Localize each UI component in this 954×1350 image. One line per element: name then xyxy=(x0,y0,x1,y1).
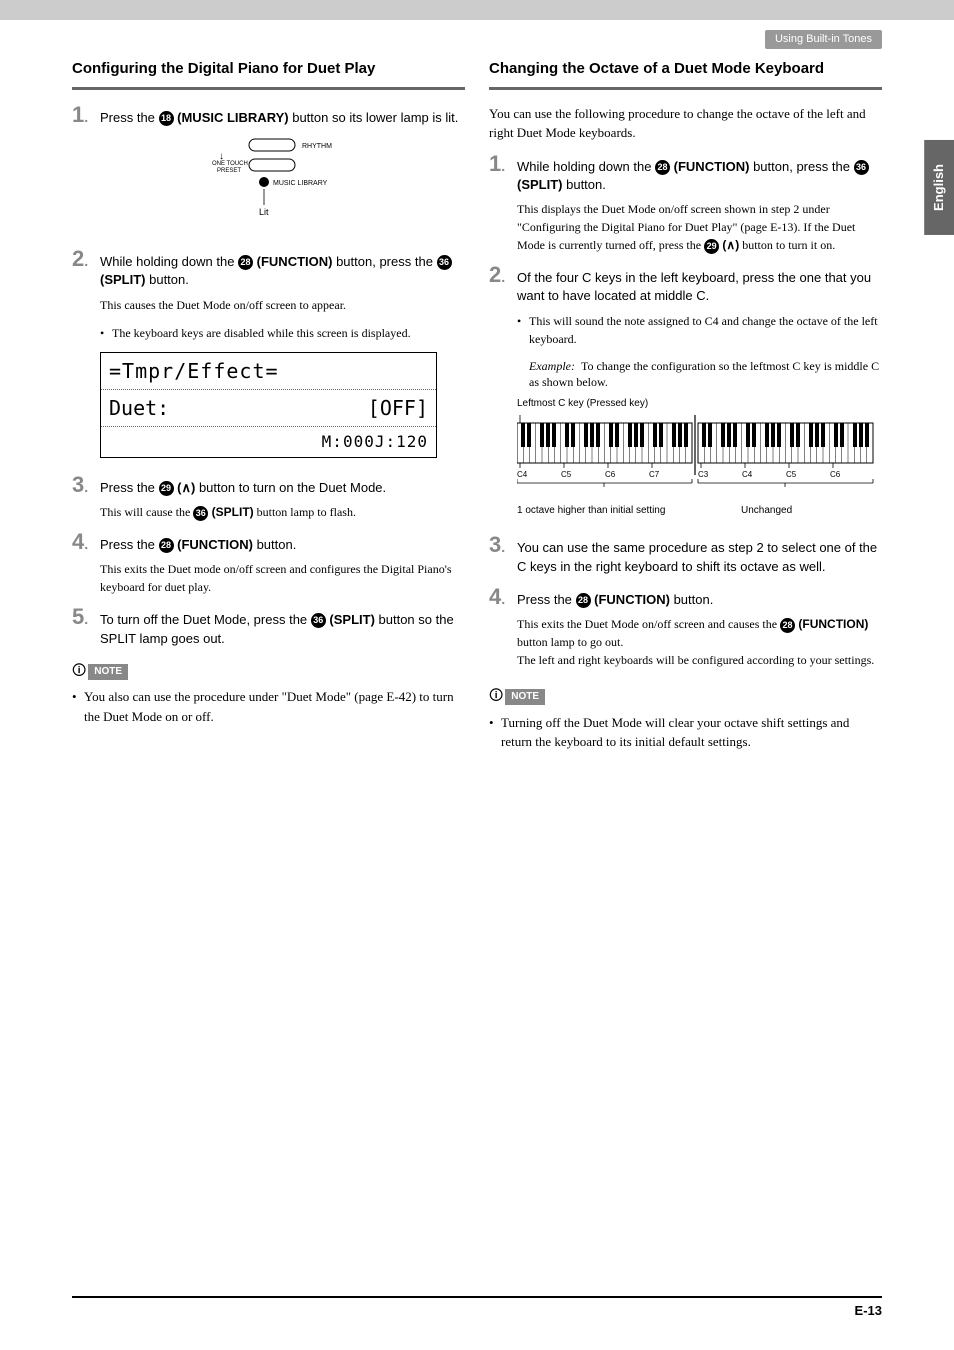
one-touch-label: ONE TOUCH xyxy=(212,161,248,167)
step-number: 2. xyxy=(72,248,100,270)
button-ref-icon: 36 xyxy=(193,506,208,521)
note-badge: 🛈 NOTE xyxy=(489,687,545,707)
up-arrow-icon: ∧ xyxy=(181,480,191,495)
breadcrumb: Using Built-in Tones xyxy=(765,30,882,49)
up-arrow-icon: ∧ xyxy=(726,238,735,252)
note-body: Turning off the Duet Mode will clear you… xyxy=(489,713,882,752)
step-2: 2. Of the four C keys in the left keyboa… xyxy=(489,264,882,305)
step-number: 3. xyxy=(72,474,100,496)
step-4: 4. Press the 28 (FUNCTION) button. xyxy=(489,586,882,609)
note-body: You also can use the procedure under "Du… xyxy=(72,687,465,726)
lcd-row2: Duet: [OFF] xyxy=(101,390,436,427)
step-body: Of the four C keys in the left keyboard,… xyxy=(517,264,882,305)
svg-text:C6: C6 xyxy=(605,470,616,479)
bullet-list: The keyboard keys are disabled while thi… xyxy=(100,324,465,342)
svg-text:C4: C4 xyxy=(742,470,753,479)
note-icon: 🛈 xyxy=(72,662,86,682)
note-badge: 🛈 NOTE xyxy=(72,662,128,682)
step-body: Press the 29 (∧) button to turn on the D… xyxy=(100,474,465,497)
step-3: 3. Press the 29 (∧) button to turn on th… xyxy=(72,474,465,497)
left-heading: Configuring the Digital Piano for Duet P… xyxy=(72,59,465,79)
button-ref-icon: 36 xyxy=(437,255,452,270)
example: Example: To change the configuration so … xyxy=(529,358,882,392)
step-detail: This will cause the 36 (SPLIT) button la… xyxy=(100,503,465,521)
lcd-row3: M:000J:120 xyxy=(101,427,436,457)
bullet-item: This will sound the note assigned to C4 … xyxy=(517,312,882,348)
button-ref-icon: 29 xyxy=(159,481,174,496)
music-library-label: MUSIC LIBRARY xyxy=(273,180,328,187)
button-ref-icon: 28 xyxy=(159,538,174,553)
step-body: Press the 28 (FUNCTION) button. xyxy=(100,531,465,554)
lcd-display: =Tmpr/Effect= Duet: [OFF] M:000J:120 xyxy=(100,352,437,458)
right-heading: Changing the Octave of a Duet Mode Keybo… xyxy=(489,59,882,79)
svg-text:C4: C4 xyxy=(517,470,528,479)
step-number: 1. xyxy=(72,104,100,126)
svg-text:↓: ↓ xyxy=(219,151,224,162)
svg-text:C3: C3 xyxy=(698,470,709,479)
step-detail: This exits the Duet mode on/off screen a… xyxy=(100,560,465,596)
note-label: NOTE xyxy=(505,689,545,705)
heading-underline xyxy=(489,87,882,90)
bullet-list: This will sound the note assigned to C4 … xyxy=(517,312,882,348)
step-detail: This exits the Duet Mode on/off screen a… xyxy=(517,615,882,669)
step-detail: This displays the Duet Mode on/off scree… xyxy=(517,200,882,254)
step-number: 2. xyxy=(489,264,517,286)
note-icon: 🛈 xyxy=(489,687,503,707)
step-number: 4. xyxy=(72,531,100,553)
svg-text:C6: C6 xyxy=(830,470,841,479)
svg-text:C5: C5 xyxy=(561,470,572,479)
svg-text:PRESET: PRESET xyxy=(217,168,241,174)
svg-text:C5: C5 xyxy=(786,470,797,479)
button-ref-icon: 36 xyxy=(311,613,326,628)
lcd-row1: =Tmpr/Effect= xyxy=(101,353,436,390)
keyboard-bottom-labels: 1 octave higher than initial setting Unc… xyxy=(517,504,882,518)
svg-text:C7: C7 xyxy=(649,470,660,479)
step-number: 4. xyxy=(489,586,517,608)
step-body: While holding down the 28 (FUNCTION) but… xyxy=(100,248,465,289)
heading-underline xyxy=(72,87,465,90)
step-body: While holding down the 28 (FUNCTION) but… xyxy=(517,153,882,194)
keyboard-diagram: C4 C5 C6 C7 C3 C4 C5 C6 xyxy=(517,415,882,498)
intro-text: You can use the following procedure to c… xyxy=(489,104,882,143)
button-ref-icon: 36 xyxy=(854,160,869,175)
button-ref-icon: 28 xyxy=(780,618,795,633)
button-ref-icon: 29 xyxy=(704,239,719,254)
step-5: 5. To turn off the Duet Mode, press the … xyxy=(72,606,465,647)
language-tab: English xyxy=(924,140,954,235)
step-body: You can use the same procedure as step 2… xyxy=(517,534,882,575)
bullet-item: The keyboard keys are disabled while thi… xyxy=(100,324,465,342)
button-ref-icon: 28 xyxy=(238,255,253,270)
button-ref-icon: 28 xyxy=(576,593,591,608)
step-4: 4. Press the 28 (FUNCTION) button. xyxy=(72,531,465,554)
step-detail: This causes the Duet Mode on/off screen … xyxy=(100,296,465,314)
button-ref-icon: 18 xyxy=(159,111,174,126)
step-number: 3. xyxy=(489,534,517,556)
step-2: 2. While holding down the 28 (FUNCTION) … xyxy=(72,248,465,289)
lit-label: Lit xyxy=(259,207,269,217)
step-1: 1. Press the 18 (MUSIC LIBRARY) button s… xyxy=(72,104,465,127)
page-header-bar xyxy=(0,0,954,20)
step-1: 1. While holding down the 28 (FUNCTION) … xyxy=(489,153,882,194)
footer-line xyxy=(72,1296,882,1298)
step-body: Press the 18 (MUSIC LIBRARY) button so i… xyxy=(100,104,465,127)
keyboard-label: Leftmost C key (Pressed key) xyxy=(517,397,882,411)
step-body: To turn off the Duet Mode, press the 36 … xyxy=(100,606,465,647)
step-number: 5. xyxy=(72,606,100,628)
step-number: 1. xyxy=(489,153,517,175)
step-3: 3. You can use the same procedure as ste… xyxy=(489,534,882,575)
button-ref-icon: 28 xyxy=(655,160,670,175)
rhythm-label: RHYTHM xyxy=(302,143,332,150)
step-body: Press the 28 (FUNCTION) button. xyxy=(517,586,882,609)
note-label: NOTE xyxy=(88,664,128,680)
button-diagram: RHYTHM ONE TOUCH PRESET ↓ MUSIC LIBRARY … xyxy=(72,137,465,232)
page-number: E-13 xyxy=(855,1302,882,1320)
